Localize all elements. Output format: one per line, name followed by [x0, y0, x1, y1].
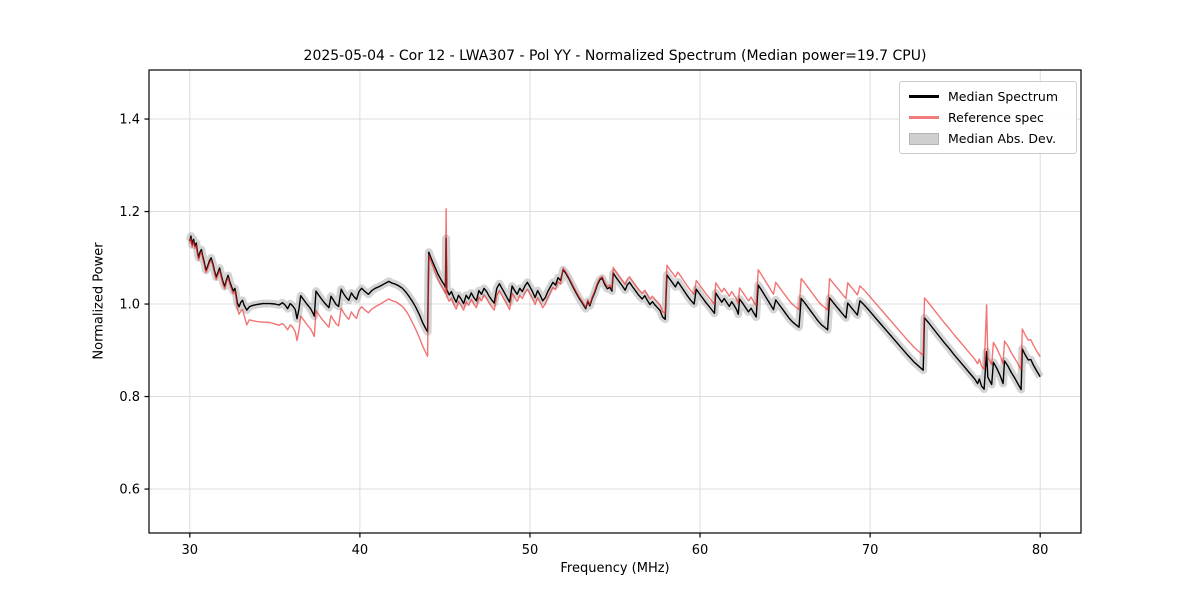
x-tick-label: 70	[862, 543, 879, 558]
x-tick-label: 50	[522, 543, 539, 558]
legend-item-reference-spec: Reference spec	[909, 110, 1066, 125]
x-axis-label: Frequency (MHz)	[560, 561, 670, 576]
reference-spec-line-swatch	[909, 116, 939, 119]
chart-title: 2025-05-04 - Cor 12 - LWA307 - Pol YY - …	[303, 48, 927, 64]
reference-spec-line	[189, 208, 1041, 371]
median-abs-dev-patch-swatch	[909, 132, 939, 145]
x-tick-label: 30	[182, 543, 199, 558]
x-axis-ticks: 30 40 50 60 70 80	[182, 533, 1049, 558]
x-tick-label: 80	[1032, 543, 1049, 558]
legend-label: Median Abs. Dev.	[948, 131, 1057, 146]
y-axis-label: Normalized Power	[91, 242, 107, 360]
legend-label: Median Spectrum	[948, 89, 1059, 104]
y-axis-ticks: 0.6 0.8 1.0 1.2 1.4	[119, 113, 149, 498]
median-spectrum-line-swatch	[909, 95, 939, 98]
y-tick-label: 1.4	[119, 113, 140, 128]
y-tick-label: 0.6	[119, 483, 140, 498]
legend-item-median-spectrum: Median Spectrum	[909, 89, 1066, 104]
y-tick-label: 1.0	[119, 298, 140, 313]
x-tick-label: 40	[352, 543, 369, 558]
y-tick-label: 0.8	[119, 390, 140, 405]
y-tick-label: 1.2	[119, 205, 140, 220]
axes-frame	[148, 69, 1082, 534]
x-tick-label: 60	[692, 543, 709, 558]
legend: Median Spectrum Reference spec Median Ab…	[899, 81, 1077, 154]
legend-item-median-abs-dev: Median Abs. Dev.	[909, 131, 1066, 146]
legend-label: Reference spec	[948, 110, 1044, 125]
